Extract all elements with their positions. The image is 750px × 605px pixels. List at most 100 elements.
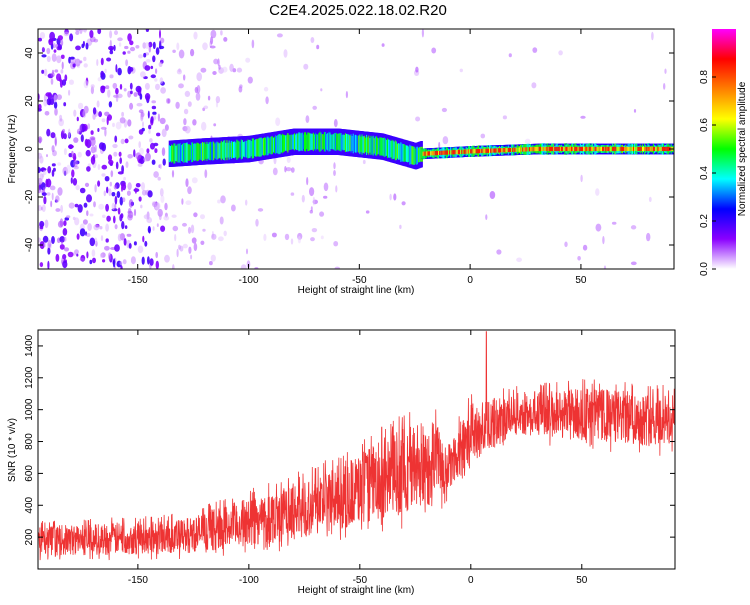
noise-mark	[309, 209, 313, 214]
noise-mark	[60, 241, 64, 245]
noise-mark	[129, 46, 136, 52]
noise-mark	[50, 132, 56, 139]
noise-mark	[38, 177, 43, 186]
noise-mark	[245, 57, 251, 63]
noise-mark	[630, 261, 637, 266]
noise-mark	[190, 48, 195, 57]
noise-mark	[129, 67, 134, 72]
noise-mark	[99, 226, 103, 230]
noise-mark	[120, 138, 125, 145]
noise-mark	[290, 192, 295, 196]
noise-mark	[255, 218, 259, 227]
noise-mark	[595, 188, 600, 196]
noise-mark	[309, 187, 315, 197]
noise-mark	[84, 182, 90, 187]
noise-mark	[210, 36, 214, 45]
noise-mark	[217, 199, 221, 204]
noise-mark	[263, 233, 267, 241]
noise-mark	[128, 199, 134, 208]
noise-mark	[51, 163, 56, 167]
noise-mark	[273, 156, 277, 165]
noise-mark	[83, 202, 88, 208]
noise-mark	[65, 215, 71, 219]
noise-mark	[112, 143, 118, 149]
noise-mark	[126, 233, 132, 237]
noise-mark	[61, 79, 67, 86]
noise-mark	[85, 42, 89, 50]
noise-mark	[63, 220, 67, 227]
noise-mark	[77, 204, 83, 213]
noise-mark	[141, 256, 145, 265]
noise-mark	[284, 233, 290, 241]
colorbar-gradient	[712, 29, 736, 269]
noise-mark	[147, 110, 150, 119]
x-tick-label: 0	[468, 575, 474, 586]
noise-mark	[38, 237, 41, 243]
noise-mark	[240, 264, 247, 269]
noise-mark	[202, 228, 206, 232]
noise-mark	[116, 191, 121, 198]
noise-mark	[83, 63, 88, 68]
noise-mark	[117, 233, 122, 242]
noise-mark	[185, 200, 192, 205]
noise-mark	[151, 105, 157, 110]
noise-mark	[89, 259, 93, 265]
noise-mark	[53, 94, 58, 103]
noise-mark	[38, 108, 42, 112]
noise-mark	[97, 164, 101, 170]
y-tick-label: -20	[24, 189, 35, 204]
noise-mark	[138, 141, 141, 149]
noise-mark	[63, 236, 67, 242]
noise-mark	[155, 68, 158, 74]
noise-mark	[187, 226, 192, 234]
y-tick-label: -40	[24, 237, 35, 252]
noise-mark	[178, 49, 185, 59]
noise-mark	[143, 157, 149, 162]
noise-mark	[144, 42, 150, 49]
noise-mark	[100, 126, 107, 130]
noise-mark	[104, 245, 110, 251]
noise-mark	[236, 67, 243, 73]
noise-mark	[320, 88, 323, 92]
noise-mark	[115, 87, 119, 95]
noise-mark	[109, 181, 113, 187]
noise-mark	[150, 74, 156, 79]
noise-mark	[56, 94, 62, 100]
noise-mark	[145, 59, 151, 63]
noise-mark	[89, 30, 94, 38]
noise-mark	[138, 196, 142, 202]
colorbar-tick-label: 0.0	[699, 262, 710, 276]
noise-mark	[516, 257, 522, 263]
noise-mark	[145, 29, 149, 32]
noise-mark	[167, 98, 171, 104]
noise-mark	[183, 74, 186, 81]
noise-mark	[135, 183, 141, 188]
noise-mark	[213, 58, 219, 65]
noise-mark	[193, 31, 198, 40]
noise-mark	[333, 241, 339, 247]
noise-mark	[119, 261, 123, 266]
noise-mark	[140, 204, 143, 209]
noise-mark	[164, 254, 170, 263]
noise-mark	[160, 87, 167, 94]
noise-mark	[184, 125, 191, 134]
noise-mark	[78, 102, 84, 110]
noise-mark	[183, 118, 187, 126]
noise-mark	[76, 116, 79, 122]
y-tick-label: 40	[24, 47, 35, 59]
noise-mark	[496, 249, 502, 255]
noise-mark	[42, 46, 45, 51]
noise-mark	[311, 228, 318, 233]
noise-mark	[43, 98, 48, 107]
noise-mark	[60, 39, 64, 46]
noise-mark	[138, 129, 144, 135]
noise-mark	[86, 166, 91, 172]
snr-x-ticks: -150 -100 -50 0 50	[128, 330, 588, 586]
noise-mark	[104, 68, 107, 74]
noise-mark	[121, 165, 124, 174]
noise-mark	[196, 72, 202, 82]
snr-panel: -150 -100 -50 0 50 200400600800100012001400 …	[7, 329, 676, 596]
noise-mark	[90, 86, 94, 95]
noise-mark	[141, 182, 145, 191]
noise-mark	[147, 256, 150, 265]
